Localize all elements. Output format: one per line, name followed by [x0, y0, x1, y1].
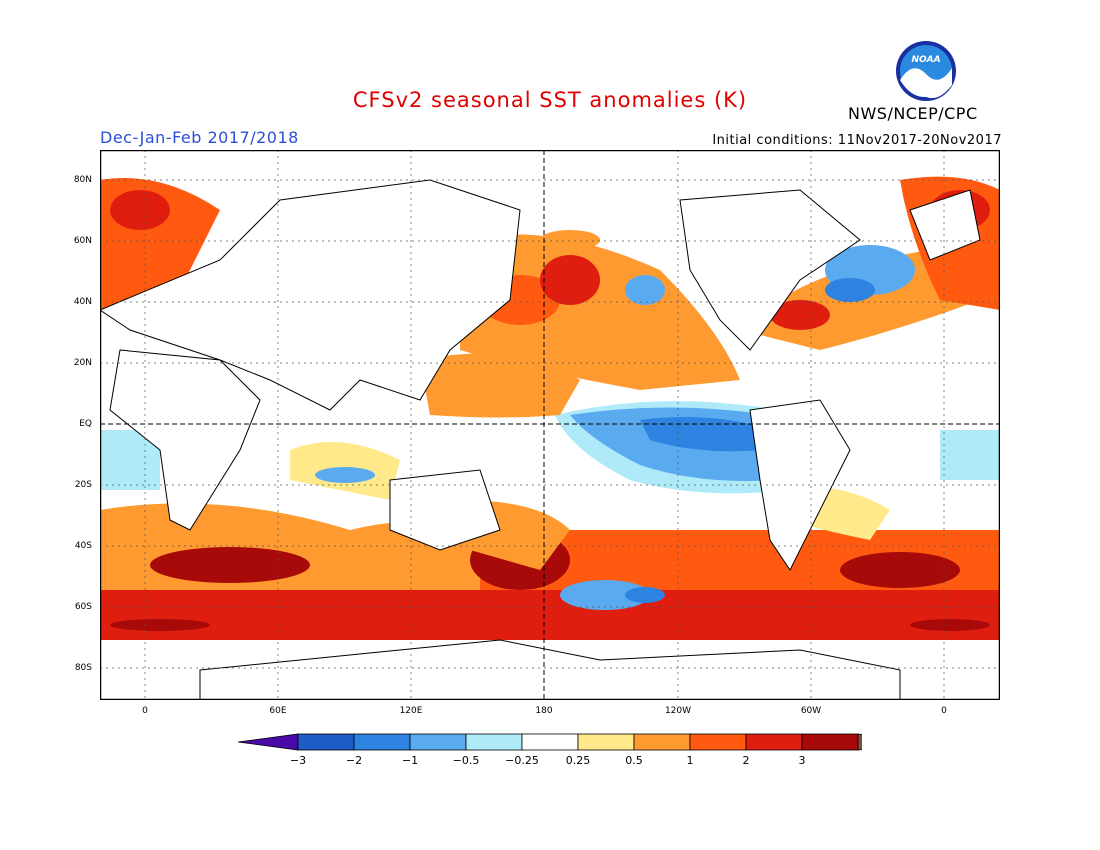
lon-label-0: 0: [142, 706, 148, 716]
colorbar-swatch: [633, 733, 691, 751]
lat-label-60n: 60N: [73, 236, 92, 246]
lat-lon-grid: [100, 150, 1000, 700]
lon-label-60w: 60W: [800, 706, 822, 716]
continents: [100, 179, 981, 700]
colorbar: [238, 733, 862, 751]
colorbar-tick-label: −0.5: [452, 754, 480, 767]
map-frame: [100, 150, 1000, 700]
sst-anomaly-map: [100, 150, 1000, 700]
lat-label-40n: 40N: [73, 297, 92, 307]
lat-label-eq: EQ: [79, 419, 92, 429]
colorbar-swatch: [465, 733, 523, 751]
lon-label-120e: 120E: [399, 706, 423, 716]
lon-label-180: 180: [535, 706, 553, 716]
colorbar-swatch: [297, 733, 355, 751]
colorbar-tick-label: 0.5: [625, 754, 643, 767]
colorbar-tick-label: 1: [686, 754, 694, 767]
colorbar-tick-label: −2: [345, 754, 363, 767]
chart-title: CFSv2 seasonal SST anomalies (K): [352, 88, 748, 112]
colorbar-swatch: [409, 733, 467, 751]
colorbar-right-arrow: [857, 733, 862, 751]
lon-label-120w: 120W: [664, 706, 692, 716]
colorbar-swatch: [353, 733, 411, 751]
colorbar-swatch: [689, 733, 747, 751]
colorbar-swatch: [745, 733, 803, 751]
colorbar-tick-label: 3: [798, 754, 806, 767]
south-pacific-cool: [560, 580, 650, 610]
colorbar-swatch: [577, 733, 635, 751]
lon-label-0-east: 0: [941, 706, 947, 716]
lat-label-40s: 40S: [74, 541, 92, 551]
initial-conditions: Initial conditions: 11Nov2017-20Nov2017: [712, 133, 1002, 148]
north-pacific-warm: [460, 234, 740, 390]
lon-label-60e: 60E: [269, 706, 287, 716]
colorbar-left-arrow: [238, 733, 299, 751]
forecast-period: Dec-Jan-Feb 2017/2018: [100, 128, 299, 147]
colorbar-tick-label: 0.25: [565, 754, 591, 767]
colorbar-tick-label: −1: [401, 754, 419, 767]
lat-label-80n: 80N: [73, 175, 92, 185]
colorbar-tick-label: −3: [289, 754, 307, 767]
colorbar-swatch: [801, 733, 859, 751]
lat-label-60s: 60S: [74, 602, 92, 612]
colorbar-swatch: [521, 733, 579, 751]
colorbar-tick-label: −0.25: [505, 754, 539, 767]
organization-label: NWS/NCEP/CPC: [848, 104, 978, 123]
logo-text: NOAA: [911, 55, 941, 65]
lat-label-20n: 20N: [73, 358, 92, 368]
colorbar-tick-label: 2: [742, 754, 750, 767]
lat-label-20s: 20S: [74, 480, 92, 490]
noaa-logo-icon: [896, 41, 956, 101]
lat-label-80s: 80S: [74, 663, 92, 673]
